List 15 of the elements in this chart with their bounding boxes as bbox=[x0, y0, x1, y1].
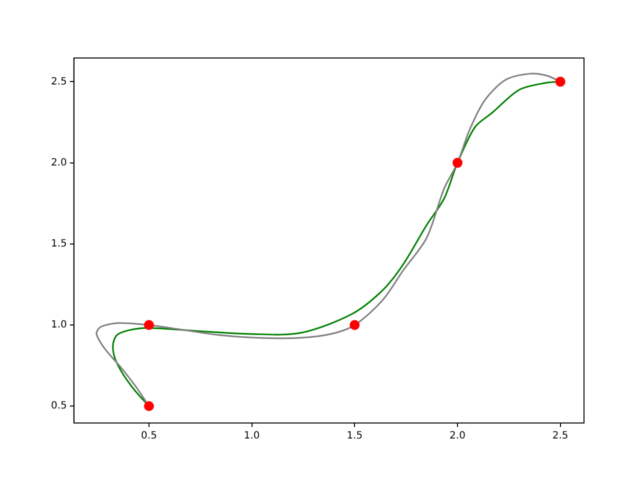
x-tick-label: 2.0 bbox=[450, 430, 466, 442]
y-tick-label: 2.0 bbox=[50, 157, 67, 168]
x-tick-label: 1.5 bbox=[346, 430, 363, 442]
x-tick-label: 0.5 bbox=[141, 430, 157, 442]
x-tick-label: 2.5 bbox=[552, 430, 568, 442]
point bbox=[555, 76, 566, 87]
point bbox=[144, 401, 154, 412]
x-tick-label: 1.0 bbox=[244, 430, 260, 442]
point bbox=[452, 158, 463, 168]
point bbox=[144, 320, 154, 330]
y-tick-label: 1.0 bbox=[50, 320, 67, 331]
y-tick-label: 0.5 bbox=[50, 400, 67, 412]
y-tick-label: 2.5 bbox=[50, 76, 67, 88]
point bbox=[350, 320, 360, 330]
y-tick-label: 1.5 bbox=[50, 238, 67, 250]
